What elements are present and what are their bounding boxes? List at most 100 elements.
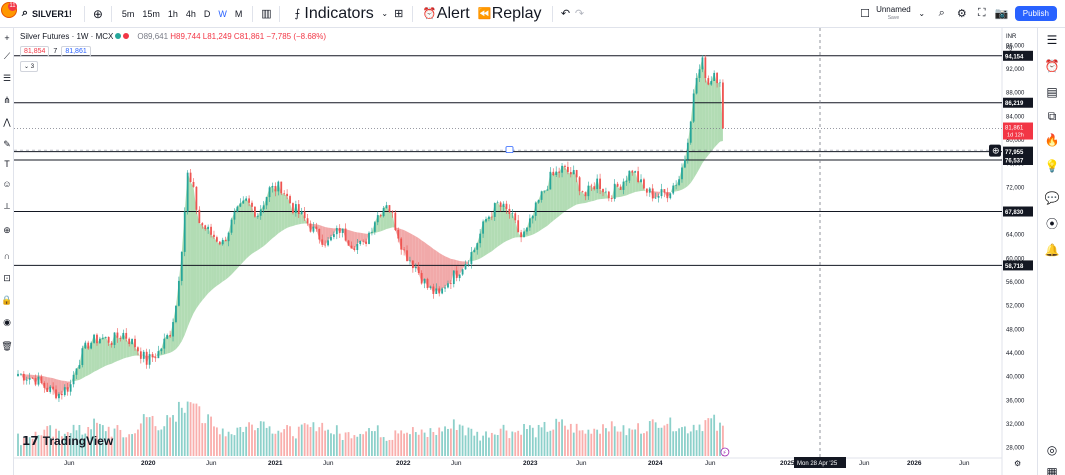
quick-search-icon[interactable]: ⌕ (938, 7, 945, 19)
redo-icon[interactable]: ↷ (574, 8, 585, 20)
help-target-icon[interactable]: ◎ (1046, 443, 1058, 457)
emoji-icon[interactable]: ☺ (2, 179, 12, 189)
layers-icon[interactable]: ⧉ (1047, 109, 1057, 123)
candle-body (534, 202, 537, 216)
candle-body (43, 382, 46, 388)
interval-w-button[interactable]: W (218, 8, 227, 19)
volume-bar (613, 426, 616, 456)
drawing-anchor-handle[interactable] (505, 146, 514, 154)
volume-bar (324, 430, 327, 456)
notifications-bell-icon[interactable]: 🔔 (1044, 243, 1060, 257)
volume-bar (675, 431, 678, 456)
brush-icon[interactable]: ✎ (3, 139, 11, 149)
volume-bar (648, 421, 651, 456)
chart-settings-gear-icon[interactable]: ⚙ (1014, 459, 1021, 468)
event-marker-icon[interactable] (720, 447, 730, 457)
ruler-icon[interactable]: ⟂ (3, 201, 10, 211)
settings-gear-icon[interactable]: ⚙ (956, 8, 967, 20)
volume-bar (438, 427, 441, 456)
price-chart[interactable]: 96,00092,00088,00084,00080,00076,00072,0… (14, 28, 1037, 475)
data-window-icon[interactable]: ▤ (1046, 85, 1058, 99)
tradingview-logo[interactable]: 𝟭𝟳 TradingView (22, 434, 113, 448)
candle-body (654, 197, 657, 199)
volume-bar (549, 430, 552, 456)
legend-symbol-title[interactable]: Silver Futures · 1W · MCX (20, 31, 114, 41)
symbol-search[interactable]: ⌕ SILVER1! (0, 7, 78, 21)
alert-button[interactable]: ⏰ Alert (419, 4, 474, 24)
pattern-icon[interactable]: ⋀ (3, 117, 11, 127)
fib-icon[interactable]: ⋔ (3, 95, 11, 105)
interval-15m-button[interactable]: 15m (142, 8, 160, 19)
candle-body (505, 203, 508, 209)
candle-body (373, 222, 376, 232)
horizontal-lines-icon[interactable]: ☰ (2, 73, 12, 83)
candle-body (49, 386, 52, 392)
candles-chart-type-icon[interactable]: ▥ (261, 8, 272, 20)
magnet-icon[interactable]: ∩ (3, 251, 11, 261)
trend-cloud-segment (564, 166, 568, 212)
candle-body (447, 283, 449, 288)
candle-body (613, 183, 616, 199)
currency-unit[interactable]: INR kg (1006, 32, 1016, 54)
legend-main-row: Silver Futures · 1W · MCX O89,641 H89,74… (20, 30, 326, 42)
symbol-label: SILVER1! (32, 8, 72, 19)
volume-bar (596, 429, 599, 456)
price-tick-label: 96,000 (1006, 43, 1025, 49)
lock-drawings-icon[interactable]: ⊡ (3, 273, 11, 283)
compare-plus-icon[interactable]: ⊕ (92, 6, 103, 21)
volume-bar (432, 431, 435, 456)
trend-cloud-segment (389, 211, 393, 229)
watchlist-icon[interactable]: ☰ (1046, 33, 1058, 47)
interval-1h-button[interactable]: 1h (167, 8, 178, 19)
volume-bar (517, 430, 520, 456)
bid-price-button[interactable]: 81,854 (20, 45, 50, 57)
layouts-grid-icon[interactable]: ⊞ (394, 8, 404, 20)
add-alert-plus-button[interactable] (989, 144, 1001, 157)
trash-icon[interactable]: 🗑 (1, 341, 13, 351)
lock-icon[interactable]: 🔒 (1, 295, 13, 305)
candle-body (678, 179, 680, 185)
trend-cloud-segment (486, 216, 489, 255)
alerts-clock-icon[interactable]: ⏰ (1044, 59, 1060, 73)
indicators-toggle[interactable]: ⌄ 3 (20, 60, 39, 72)
streams-icon[interactable]: ⦿ (1045, 217, 1058, 231)
ideas-lightbulb-icon[interactable]: 💡 (1044, 159, 1060, 173)
time-axis-label: Jun (705, 460, 716, 467)
hotlist-flame-icon[interactable]: 🔥 (1044, 133, 1060, 147)
ask-price-button[interactable]: 81,861 (61, 45, 91, 57)
publish-button[interactable]: Publish (1014, 6, 1057, 21)
interval-m-button[interactable]: M (234, 8, 243, 19)
candle-body (113, 332, 116, 345)
chat-icon[interactable]: 💬 (1044, 191, 1060, 205)
visibility-eye-icon[interactable]: ◉ (3, 317, 11, 327)
templates-chevron-icon[interactable]: ⌄ (381, 9, 389, 18)
camera-snapshot-icon[interactable]: 📷 (994, 8, 1009, 20)
candle-body (318, 229, 321, 240)
volume-bar (122, 437, 125, 456)
interval-5m-button[interactable]: 5m (121, 8, 135, 19)
zoom-in-icon[interactable]: ⊕ (3, 225, 11, 235)
level-price-label: 94,154 (1005, 54, 1024, 60)
replay-button[interactable]: ⏪ Replay (474, 4, 546, 24)
candle-body (684, 159, 686, 168)
crosshair-icon[interactable]: + (4, 33, 10, 43)
volume-bar (40, 435, 43, 456)
layout-checkbox-icon[interactable]: ☐ (860, 8, 870, 20)
candle-body (686, 142, 689, 160)
layout-chevron-icon[interactable]: ⌄ (918, 9, 926, 18)
candle-body (593, 186, 596, 190)
dom-grid-icon[interactable]: ▦ (1046, 465, 1058, 475)
trend-cloud-segment (658, 189, 662, 197)
trend-line-icon[interactable]: ⟋ (3, 51, 11, 61)
layout-name-button[interactable]: Unnamed Save (876, 5, 911, 22)
volume-bar (537, 424, 540, 456)
indicators-button[interactable]: ⨍ Indicators (286, 4, 377, 24)
candle-body (259, 209, 262, 216)
text-icon[interactable]: T (4, 159, 10, 169)
undo-icon[interactable]: ↶ (560, 8, 571, 20)
candle-body (303, 211, 306, 219)
fullscreen-icon[interactable]: ⛶ (977, 7, 986, 19)
interval-d-button[interactable]: D (203, 8, 211, 19)
interval-4h-button[interactable]: 4h (185, 8, 196, 19)
candle-body (189, 172, 192, 182)
